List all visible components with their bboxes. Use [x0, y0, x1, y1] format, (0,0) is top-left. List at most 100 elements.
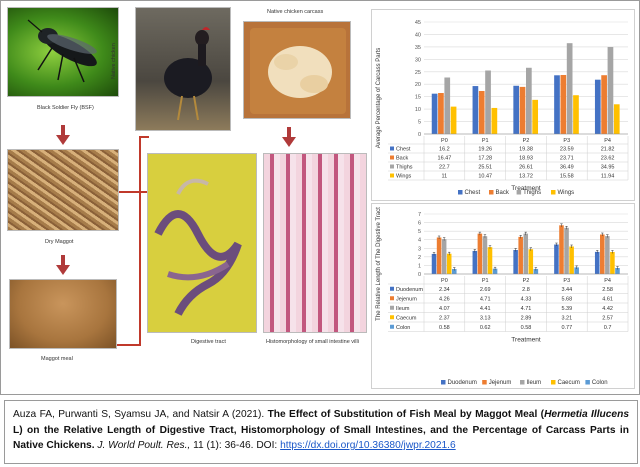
bar-back-p3	[560, 74, 567, 134]
flow-arrow-shaft	[287, 127, 291, 137]
caption-histology: Histomorphology of small intestine villi	[266, 339, 359, 345]
bar-jejenum-p1	[477, 233, 483, 274]
citation-doi-link[interactable]: https://dx.doi.org/10.36380/jwpr.2021.6	[280, 440, 456, 451]
data-label: 2.37	[439, 315, 450, 321]
legend-label-jejenum: Jejenum	[489, 380, 512, 386]
caption-carcass: Native chicken carcass	[267, 9, 324, 15]
flow-arrow-down	[56, 135, 70, 145]
citation-title-part2: L) on the Relative Length of Digestive T…	[13, 424, 629, 452]
table-series-label: Colon	[396, 325, 410, 331]
y-tick-label: 1	[418, 263, 421, 269]
caption-native-chicken: Native chicken	[111, 43, 117, 79]
bar-colon-p3	[574, 267, 579, 274]
table-legend-key	[390, 286, 394, 291]
data-label: 0.58	[439, 325, 450, 331]
bar-caecum-p1	[487, 247, 493, 274]
data-label: 23.71	[560, 156, 574, 162]
bar-ileum-p0	[441, 239, 447, 274]
bar-chest-p0	[431, 93, 438, 134]
legend-label-colon: Colon	[592, 380, 608, 386]
legend-label-ileum: Ileum	[527, 380, 542, 386]
carcass-illustration	[250, 28, 346, 114]
legend-label-caecum: Caecum	[558, 380, 580, 386]
bar-duodenum-p3	[554, 244, 559, 274]
y-tick-label: 3	[418, 246, 421, 252]
flow-line-to-tract	[117, 344, 141, 346]
x-tick-label: P0	[441, 278, 448, 284]
data-label: 18.93	[519, 156, 533, 162]
y-tick-label: 5	[418, 229, 421, 235]
bar-thighs-p1	[485, 70, 491, 134]
data-label: 4.42	[602, 306, 613, 312]
bar-jejenum-p4	[600, 234, 605, 274]
data-label: 4.07	[439, 306, 450, 312]
legend-label-chest: Chest	[465, 190, 481, 196]
bar-caecum-p3	[569, 246, 574, 274]
table-series-label: Wings	[396, 174, 412, 180]
legend-swatch-thighs	[516, 190, 522, 195]
y-tick-label: 30	[415, 57, 421, 63]
flow-line-to-chicken	[139, 136, 149, 138]
x-tick-label: P3	[563, 138, 570, 144]
bar-duodenum-p4	[594, 251, 600, 274]
bar-colon-p0	[451, 269, 457, 274]
bar-thighs-p3	[566, 43, 573, 134]
data-label: 19.26	[478, 147, 492, 153]
flow-arrow-shaft	[61, 255, 65, 265]
data-label: 34.95	[601, 165, 615, 171]
citation-title: The Effect of Substitution of Fish Meal …	[13, 409, 629, 451]
data-label: 15.58	[560, 174, 574, 180]
y-tick-label: 20	[415, 82, 421, 88]
data-label: 26.61	[519, 165, 533, 171]
data-label: 2.8	[522, 287, 530, 293]
legend-swatch-ileum	[520, 380, 525, 385]
digestive-chart-panel: 0 1 2 3 4 5 6 7 P0 P1 P2 P3 P4 Duodenum 2.34 2.69 2.8 3.4…	[371, 203, 635, 389]
data-label: 22.7	[439, 165, 450, 171]
bar-duodenum-p0	[431, 253, 437, 274]
data-label: 2.69	[480, 287, 491, 293]
bar-duodenum-p2	[513, 250, 518, 274]
y-tick-label: 4	[418, 238, 421, 244]
citation-volume: 11 (1): 36-46. DOI:	[190, 440, 281, 451]
caption-bsf: Black Soldier Fly (BSF)	[37, 105, 94, 111]
data-label: 4.33	[521, 296, 532, 302]
legend-label-duodenum: Duodenum	[448, 380, 477, 386]
bar-thighs-p4	[607, 47, 614, 134]
bar-wings-p3	[573, 95, 579, 134]
carcass-chart-panel: 0 5 10 15 20 25 30 35 40 45 P0 P1 P2 P3 P4 Chest 16.2 19.…	[371, 9, 635, 201]
citation-block: Auza FA, Purwanti S, Syamsu JA, and Nats…	[4, 400, 638, 464]
caption-dry-maggot: Dry Maggot	[45, 239, 74, 245]
table-legend-key	[390, 315, 394, 320]
graphical-abstract: Black Soldier Fly (BSF) Dry Maggot Maggo…	[0, 0, 640, 395]
data-label: 0.58	[521, 325, 532, 331]
flow-line-vertical	[139, 136, 141, 346]
data-label: 13.72	[519, 174, 533, 180]
legend-label-thighs: Thighs	[523, 190, 541, 196]
data-label: 19.38	[519, 147, 533, 153]
bar-jejenum-p3	[559, 225, 564, 274]
histology-photo	[263, 153, 367, 333]
flow-line-horizontal	[119, 191, 147, 193]
data-label: 16.47	[438, 156, 452, 162]
bar-wings-p4	[613, 104, 620, 134]
x-tick-label: P1	[482, 278, 489, 284]
table-legend-key	[390, 305, 394, 310]
x-tick-label: P2	[523, 278, 530, 284]
maggot-meal-photo	[9, 279, 117, 349]
bar-ileum-p1	[482, 236, 488, 274]
caption-digestive-tract: Digestive tract	[191, 339, 226, 345]
data-label: 17.28	[478, 156, 492, 162]
y-tick-label: 2	[418, 255, 421, 261]
data-label: 3.21	[561, 315, 572, 321]
data-label: 4.61	[602, 296, 613, 302]
data-label: 21.82	[601, 147, 615, 153]
x-tick-label: P4	[604, 278, 611, 284]
citation-journal: J. World Poult. Res.,	[97, 440, 191, 451]
table-series-label: Thighs	[396, 165, 413, 171]
table-series-label: Duodenum	[396, 287, 423, 293]
data-label: 2.58	[602, 287, 613, 293]
x-tick-label: P4	[604, 138, 611, 144]
data-label: 11	[442, 174, 448, 180]
x-axis-title: Treatment	[511, 185, 541, 192]
legend-label-back: Back	[496, 190, 510, 196]
